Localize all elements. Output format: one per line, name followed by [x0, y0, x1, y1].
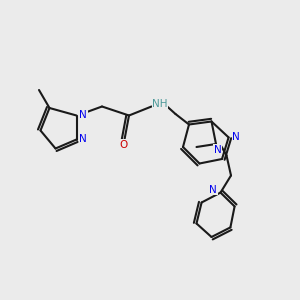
Text: NH: NH: [152, 99, 168, 109]
Text: N: N: [79, 134, 87, 145]
Text: N: N: [232, 132, 240, 142]
Text: N: N: [209, 184, 217, 195]
Text: N: N: [79, 110, 87, 121]
Text: N: N: [214, 145, 221, 155]
Text: O: O: [120, 140, 128, 150]
